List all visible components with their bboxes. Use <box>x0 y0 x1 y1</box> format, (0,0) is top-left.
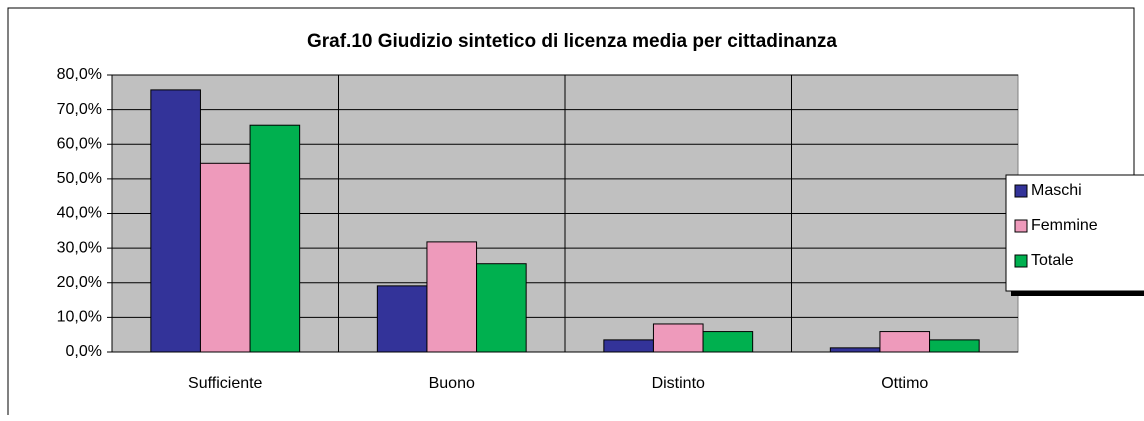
legend-swatch <box>1014 219 1028 233</box>
bar <box>249 124 301 353</box>
y-tick-label: 0,0% <box>66 343 102 360</box>
x-tick-label: Buono <box>429 375 475 392</box>
y-tick-label: 30,0% <box>57 239 102 256</box>
legend-label: Maschi <box>1031 182 1082 199</box>
bar <box>150 89 201 353</box>
legend-label: Totale <box>1031 252 1074 269</box>
bar <box>652 323 704 353</box>
bar <box>199 162 251 353</box>
y-tick-label: 70,0% <box>57 101 102 118</box>
chart-border <box>7 7 1135 415</box>
y-tick-label: 60,0% <box>57 135 102 152</box>
bar <box>879 331 931 353</box>
bar <box>476 263 527 353</box>
y-tick-label: 10,0% <box>57 309 102 326</box>
bar <box>702 331 754 353</box>
x-tick-label: Distinto <box>652 375 705 392</box>
bar <box>929 339 980 353</box>
legend-swatch <box>1014 254 1028 268</box>
bar <box>376 285 428 353</box>
bar <box>603 339 654 353</box>
y-tick-label: 80,0% <box>57 66 102 83</box>
x-tick-label: Sufficiente <box>188 375 263 392</box>
legend-label: Femmine <box>1031 217 1098 234</box>
y-tick-label: 50,0% <box>57 170 102 187</box>
x-tick-label: Ottimo <box>881 375 928 392</box>
y-tick-label: 20,0% <box>57 274 102 291</box>
legend <box>1005 174 1144 292</box>
y-tick-label: 40,0% <box>57 205 102 222</box>
bar <box>829 347 881 353</box>
legend-swatch <box>1014 184 1028 198</box>
bar <box>426 241 478 353</box>
chart-title: Graf.10 Giudizio sintetico di licenza me… <box>307 31 837 52</box>
